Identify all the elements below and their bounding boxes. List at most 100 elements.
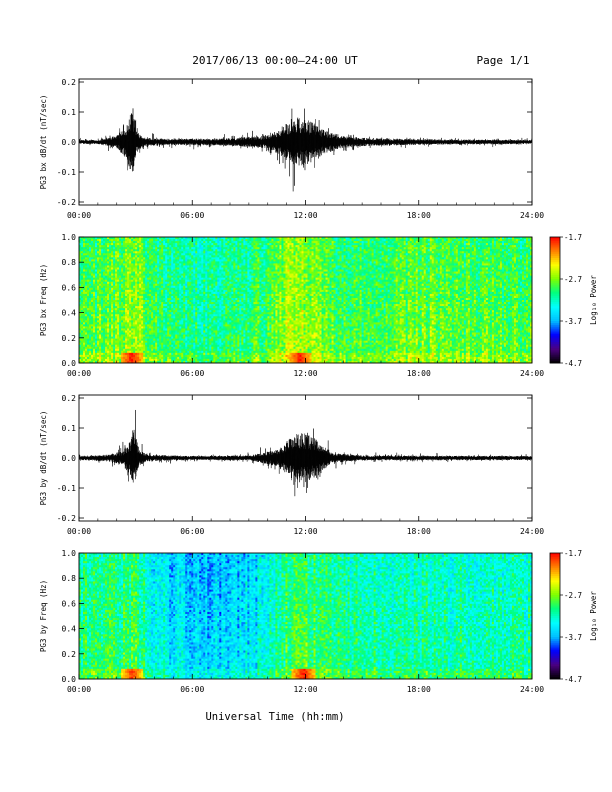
bx-spectrogram-cell (143, 344, 146, 348)
bx-spectrogram-cell (175, 241, 178, 244)
bx-spectrogram-cell (89, 245, 92, 248)
bx-spectrogram-cell (185, 316, 188, 319)
bx-spectrogram-cell (131, 277, 134, 281)
bx-spectrogram-cell (109, 326, 112, 329)
bx-spectrogram-cell (105, 348, 108, 352)
bx-spectrogram-cell (89, 265, 92, 268)
bx-spectrogram-cell (221, 358, 224, 362)
bx-spectrogram-cell (119, 336, 122, 339)
bx-spectrogram-cell (233, 253, 236, 256)
bx-spectrogram-cell (165, 312, 168, 315)
bx-spectrogram-cell (103, 332, 106, 335)
bx-spectrogram-cell (217, 261, 220, 264)
bx-spectrogram-cell (199, 255, 202, 258)
bx-spectrogram-cell (227, 328, 230, 331)
bx-spectrogram-cell (81, 281, 84, 285)
bx-spectrogram-cell (143, 293, 146, 297)
bx-spectrogram-cell (151, 356, 154, 360)
bx-spectrogram-cell (175, 344, 178, 348)
bx-spectrogram-cell (149, 263, 152, 266)
bx-spectrogram-cell (151, 267, 154, 270)
bx-spectrogram-cell (163, 277, 166, 281)
bx-spectrogram-cell (155, 255, 158, 258)
bx-spectrogram-cell (235, 265, 238, 268)
bx-spectrogram-cell (187, 356, 190, 360)
bx-spectrogram-cell (119, 293, 122, 297)
bx-spectrogram-cell (153, 312, 156, 315)
bx-spectrogram-cell (151, 263, 154, 266)
bx-spectrogram-cell (133, 281, 136, 285)
bx-spectrogram-cell (95, 350, 98, 354)
bx-spectrogram-cell (195, 346, 198, 350)
bx-spectrogram-cell (215, 318, 218, 321)
bx-spectrogram-cell (233, 308, 236, 311)
bx-spectrogram-cell (237, 285, 240, 289)
bx-spectrogram-cell (229, 348, 232, 352)
bx-spectrogram-cell (197, 352, 200, 356)
bx-spectrogram-cell (105, 293, 108, 297)
bx-spectrogram-cell (107, 249, 110, 252)
bx-spectrogram-cell (183, 239, 186, 242)
bx-spectrogram-cell (79, 293, 82, 297)
bx-spectrogram-cell (119, 342, 122, 346)
bx-spectrogram-cell (135, 310, 138, 313)
bx-spectrogram-cell (131, 358, 134, 362)
bx-spectrogram-cell (123, 324, 126, 327)
bx-spectrogram-cell (131, 273, 134, 276)
bx-spectrogram-cell (179, 300, 182, 303)
bx-spectrogram-cell (179, 316, 182, 319)
bx-spectrogram-cell (135, 338, 138, 341)
bx-spectrogram-cell (201, 261, 204, 264)
bx-spectrogram-cell (181, 330, 184, 333)
bx-spectrogram-cell (99, 336, 102, 339)
bx-spectrogram-cell (85, 350, 88, 354)
bx-spectrogram-cell (89, 342, 92, 346)
bx-spectrogram-cell (169, 330, 172, 333)
bx-spectrogram-cell (189, 348, 192, 352)
bx-spectrogram-cell (123, 348, 126, 352)
bx-spectrogram-cell (143, 324, 146, 327)
bx-spectrogram-cell (163, 306, 166, 309)
bx-spectrogram-cell (189, 326, 192, 329)
bx-spectrogram-cell (89, 302, 92, 305)
bx-spectrogram-cell (97, 239, 100, 242)
bx-spectrogram-cell (167, 302, 170, 305)
bx-spectrogram-cell (91, 243, 94, 246)
bx-spectrogram-cell (217, 344, 220, 348)
bx-spectrogram-cell (221, 354, 224, 358)
bx-spectrogram-cell (215, 352, 218, 356)
bx-spectrogram-cell (103, 330, 106, 333)
bx-spectrogram-cell (225, 324, 228, 327)
bx-spectrogram-cell (235, 249, 238, 252)
bx-spectrogram-cell (143, 275, 146, 278)
bx-spectrogram-cell (171, 308, 174, 311)
bx-spectrogram-cell (137, 344, 140, 348)
bx-spectrogram-cell (229, 249, 232, 252)
bx-spectrogram-cell (101, 255, 104, 258)
bx-spectrogram-cell (131, 269, 134, 272)
bx-spectrogram-cell (181, 249, 184, 252)
bx-spectrogram-cell (231, 271, 234, 274)
bx-spectrogram-cell (85, 310, 88, 313)
bx-spectrogram-cell (207, 310, 210, 313)
bx-spectrogram-cell (159, 287, 162, 291)
bx-spectrogram-cell (157, 354, 160, 358)
bx-spectrogram-cell (177, 300, 180, 303)
bx-spectrogram-cell (181, 312, 184, 315)
bx-spectrogram-cell (101, 344, 104, 348)
bx-spectrogram-cell (185, 277, 188, 281)
bx-spectrogram-cell (109, 350, 112, 354)
bx-spectrogram-cell (213, 342, 216, 346)
bx-spectrogram-cell (81, 279, 84, 283)
bx-spectrogram-cell (165, 247, 168, 250)
bx-spectrogram-cell (117, 269, 120, 272)
bx-spectrogram-cell (197, 342, 200, 346)
bx-spectrogram-cell (237, 287, 240, 291)
bx-spectrogram-cell (91, 300, 94, 303)
bx-spectrogram-cell (189, 243, 192, 246)
bx-spectrogram-cell (151, 326, 154, 329)
bx-spectrogram-cell (143, 257, 146, 260)
bx-spectrogram-cell (183, 251, 186, 254)
bx-spectrogram-cell (197, 243, 200, 246)
bx-spectrogram-cell (203, 312, 206, 315)
